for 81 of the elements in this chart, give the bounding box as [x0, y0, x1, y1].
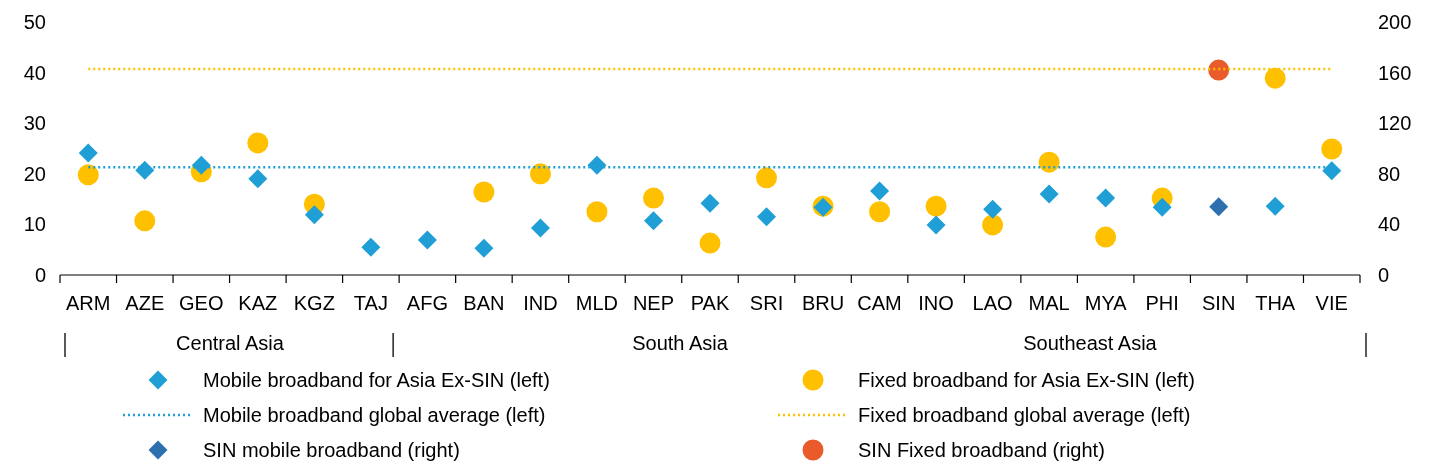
point — [700, 193, 720, 213]
x-tick-label: IND — [523, 292, 558, 314]
point — [757, 207, 777, 227]
y-tick-label: 50 — [23, 11, 46, 33]
x-tick-label: PHI — [1145, 292, 1179, 314]
point — [529, 163, 551, 185]
point — [361, 237, 381, 257]
legend-label: SIN Fixed broadband (right) — [858, 439, 1105, 461]
point — [247, 132, 269, 154]
point — [248, 169, 268, 189]
point — [304, 205, 324, 225]
point — [473, 181, 495, 203]
x-tick-label: NEP — [632, 292, 675, 314]
x-tick-label: PAK — [690, 292, 730, 314]
x-tick-label: MYA — [1084, 292, 1128, 314]
text: Central Asia — [176, 332, 285, 354]
point — [983, 199, 1003, 219]
point — [530, 218, 550, 238]
x-tick-label: AFG — [406, 292, 448, 314]
y2-tick-label: 200 — [1378, 11, 1412, 33]
point — [756, 167, 778, 189]
x-tick-label: INO — [918, 292, 954, 314]
point — [135, 160, 155, 180]
point — [926, 215, 946, 235]
x-tick-label: VIE — [1315, 292, 1348, 314]
x-tick-label: SIN — [1202, 292, 1236, 314]
point — [1152, 197, 1172, 217]
point — [1264, 67, 1286, 89]
legend-label: Mobile broadband global average (left) — [203, 404, 546, 426]
x-tick-label: TAJ — [353, 292, 388, 314]
point — [643, 211, 663, 231]
x-tick-label: ARM — [66, 292, 111, 314]
x-tick-label: AZE — [125, 292, 165, 314]
point — [870, 181, 890, 201]
x-tick-label: BRU — [801, 292, 845, 314]
legend-label: Mobile broadband for Asia Ex-SIN (left) — [203, 369, 550, 391]
x-tick-label: BAN — [463, 292, 505, 314]
y2-tick-label: 80 — [1378, 162, 1401, 185]
x-tick-label: THA — [1255, 292, 1296, 314]
point — [586, 201, 608, 223]
point — [77, 164, 99, 186]
y-tick-label: 30 — [23, 112, 46, 135]
x-tick-label: GEO — [179, 292, 224, 314]
point — [982, 214, 1004, 236]
point — [642, 187, 664, 209]
point — [587, 155, 607, 175]
y-tick-label: 20 — [23, 162, 46, 185]
point — [134, 210, 156, 232]
x-tick-label: LAO — [972, 292, 1013, 314]
point — [191, 155, 211, 175]
y2-tick-label: 40 — [1378, 213, 1401, 236]
point — [474, 238, 494, 258]
point — [78, 143, 98, 163]
x-tick-label: MLD — [575, 292, 619, 314]
x-tick-label: SRI — [749, 292, 784, 314]
x-tick-label: KAZ — [238, 292, 278, 314]
text: Southeast Asia — [1023, 332, 1158, 354]
y2-tick-label: 0 — [1378, 264, 1390, 286]
point — [1095, 226, 1117, 248]
y-tick-label: 40 — [23, 61, 46, 84]
point — [1039, 184, 1059, 204]
point — [1322, 161, 1342, 181]
legend-label: SIN mobile broadband (right) — [203, 439, 460, 461]
y2-tick-label: 160 — [1378, 61, 1412, 84]
y2-tick-label: 120 — [1378, 112, 1412, 135]
x-tick-label: MAL — [1028, 292, 1070, 314]
y-tick-label: 0 — [34, 264, 46, 286]
point — [1096, 188, 1116, 208]
point — [1321, 138, 1343, 160]
x-tick-label: CAM — [857, 292, 902, 314]
x-tick-label: KGZ — [293, 292, 335, 314]
point — [925, 195, 947, 217]
point — [699, 232, 721, 254]
y-tick-label: 10 — [23, 213, 46, 236]
point — [1265, 196, 1285, 216]
legend-label: Fixed broadband global average (left) — [858, 404, 1191, 426]
legend-label: Fixed broadband for Asia Ex-SIN (left) — [858, 369, 1195, 391]
point — [1038, 151, 1060, 173]
text: South Asia — [632, 332, 729, 354]
point — [869, 201, 891, 223]
point — [417, 230, 437, 250]
